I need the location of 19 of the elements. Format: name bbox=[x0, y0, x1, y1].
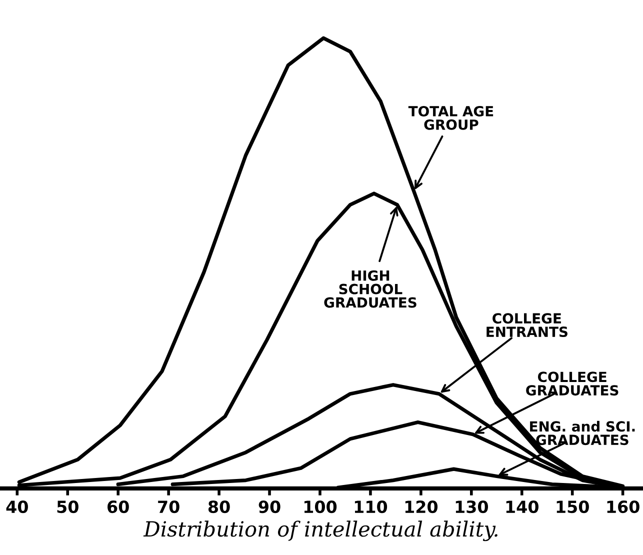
x-tick-label: 150 bbox=[556, 500, 589, 514]
series-label: TOTAL AGE GROUP bbox=[408, 106, 494, 130]
x-tick-label: 100 bbox=[304, 500, 337, 514]
text: COLLEGE ENTRANTS bbox=[486, 313, 568, 338]
x-tick-label: 40 bbox=[6, 500, 28, 514]
series-label: HIGH SCHOOL GRADUATES bbox=[324, 270, 416, 308]
text: COLLEGE GRADUATES bbox=[526, 372, 618, 396]
x-tick-label: 70 bbox=[158, 500, 180, 514]
text: ENG. and SCI. GRADUATES bbox=[530, 420, 635, 446]
x-tick-label: 90 bbox=[258, 500, 280, 514]
x-tick-label: 110 bbox=[354, 500, 388, 514]
x-tick-label: 130 bbox=[456, 500, 488, 514]
x-tick-label: 60 bbox=[108, 500, 129, 514]
x-tick-label: 80 bbox=[208, 500, 230, 514]
x-tick-label: 120 bbox=[405, 500, 438, 514]
x-tick-label: 160 bbox=[607, 500, 640, 514]
x-tick-label: 140 bbox=[506, 500, 538, 514]
text: Distribution of intellectual ability. bbox=[143, 520, 498, 542]
x-tick-label: 50 bbox=[57, 500, 78, 514]
